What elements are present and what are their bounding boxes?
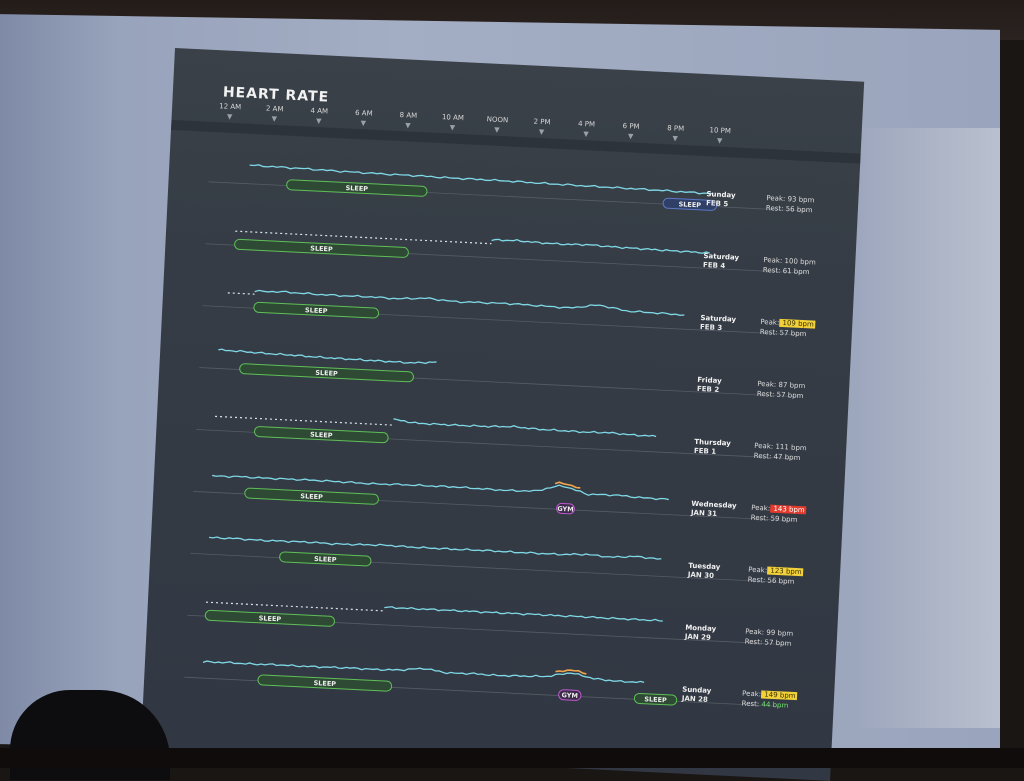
sleep-segment [633, 692, 678, 706]
sleep-segment [234, 238, 409, 258]
day-stats: Peak: 87 bpm Rest: 57 bpm [757, 379, 806, 401]
day-date: FEB 1 [693, 446, 717, 456]
day-stats: Peak: 111 bpm Rest: 47 bpm [754, 441, 807, 464]
no-data-dotted-line [215, 415, 394, 426]
day-label: Tuesday JAN 30 [688, 562, 721, 582]
day-stats: Peak: 143 bpm Rest: 59 bpm [750, 503, 806, 526]
segment-label: SLEEP [313, 679, 336, 688]
segment-label: SLEEP [310, 244, 333, 253]
no-data-dotted-line [205, 601, 385, 612]
day-label: Sunday FEB 5 [706, 190, 736, 209]
day-date: FEB 3 [699, 322, 723, 333]
sleep-segment [257, 674, 393, 692]
segment-label: SLEEP [644, 695, 667, 704]
heart-rate-line [491, 238, 710, 254]
gym-segment [556, 502, 575, 515]
heart-rate-panel: HEART RATE 12 AM ▼ 2 AM ▼ 4 AM ▼ 6 AM ▼ 8 AM ▼ 10 … [140, 48, 865, 781]
sleep-segment [239, 363, 414, 383]
sleep-segment [662, 197, 718, 211]
heart-rate-line [202, 660, 645, 684]
workout-peak-line [555, 669, 587, 675]
day-date: FEB 5 [705, 199, 729, 209]
day-label: Wednesday JAN 31 [691, 500, 737, 520]
day-stats: Peak: 123 bpm Rest: 56 bpm [747, 565, 803, 588]
day-label: Thursday FEB 1 [694, 438, 731, 458]
segment-label: SLEEP [258, 614, 281, 623]
segment-label: SLEEP [305, 306, 328, 315]
segment-label: SLEEP [314, 555, 337, 564]
day-date: FEB 4 [702, 261, 726, 271]
workout-peak-line [554, 481, 581, 489]
heart-rate-line [249, 164, 713, 195]
sleep-segment [286, 179, 428, 197]
day-date: JAN 30 [687, 570, 715, 580]
heart-rate-line [393, 418, 657, 438]
day-date: JAN 28 [681, 694, 709, 704]
heart-rate-line [212, 474, 669, 501]
day-label: Saturday FEB 3 [700, 314, 736, 334]
heart-rate-line [218, 348, 437, 365]
day-stats: Peak: 99 bpm Rest: 57 bpm [744, 627, 793, 649]
sleep-segment [254, 426, 389, 444]
heart-rate-line [209, 536, 662, 560]
gym-segment [558, 689, 582, 701]
segment-label: GYM [561, 691, 578, 700]
projector-screen-right [860, 128, 1000, 728]
sleep-segment [279, 551, 372, 567]
heart-rate-line [254, 289, 685, 316]
heart-rate-chart: SLEEP SLEEP SLEEP SLEEP SLEEP SLEEP SLEEP GYM SL… [170, 119, 861, 707]
day-date: JAN 29 [684, 632, 712, 642]
heart-rate-line [384, 606, 663, 622]
segment-label: SLEEP [310, 431, 333, 440]
segment-label: SLEEP [315, 369, 338, 378]
day-label: Sunday JAN 28 [682, 686, 712, 705]
segment-label: SLEEP [300, 492, 323, 501]
day-label: Friday FEB 2 [697, 376, 722, 395]
day-label: Saturday FEB 4 [703, 252, 739, 272]
day-stats: Peak: 109 bpm Rest: 57 bpm [760, 317, 815, 340]
no-data-dotted-line [227, 292, 255, 295]
day-stats: Peak: 100 bpm Rest: 61 bpm [763, 255, 816, 278]
floor [0, 748, 1024, 768]
segment-label: SLEEP [678, 200, 701, 209]
sleep-segment [244, 487, 379, 505]
day-label: Monday JAN 29 [685, 624, 717, 643]
segment-label: GYM [557, 505, 574, 514]
sleep-segment [204, 609, 336, 627]
day-date: JAN 31 [690, 508, 718, 519]
day-date: FEB 2 [696, 384, 720, 394]
segment-label: SLEEP [345, 184, 368, 193]
day-stats: Peak: 93 bpm Rest: 56 bpm [766, 193, 815, 215]
day-stats: Peak: 149 bpm Rest: 44 bpm [741, 688, 797, 711]
sleep-segment [253, 301, 380, 319]
